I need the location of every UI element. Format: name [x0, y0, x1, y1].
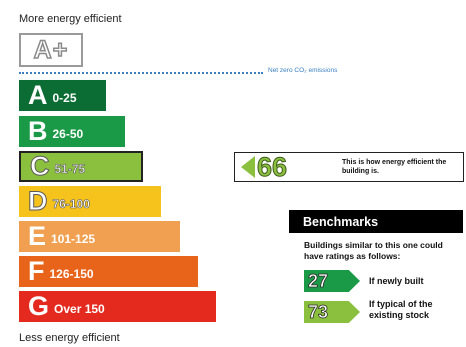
net-zero-divider — [19, 72, 263, 74]
aplus-label: A+ — [33, 35, 69, 65]
less-efficient-label: Less energy efficient — [19, 332, 120, 344]
band-letter: B — [28, 116, 48, 146]
band-letter: D — [28, 186, 48, 216]
band-b: B 26-50 — [19, 116, 125, 147]
band-g: G Over 150 — [19, 291, 216, 322]
benchmarks-description: Buildings similar to this one could have… — [304, 240, 443, 261]
benchmark-new-build-label: If newly built — [369, 276, 424, 286]
band-c: C 51-75 — [19, 151, 143, 182]
aplus-box: A+ — [19, 33, 83, 67]
net-zero-label: Net zero CO₂ emissions — [268, 67, 338, 74]
band-d: D 76-100 — [19, 186, 161, 217]
current-rating-text: This is how energy efficient the buildin… — [342, 159, 447, 175]
band-letter: E — [28, 221, 47, 251]
band-letter: C — [30, 151, 50, 181]
benchmark-typical-stock-arrow: 73 — [304, 301, 360, 323]
benchmark-typical-stock-label: If typical of the existing stock — [369, 299, 433, 320]
benchmark-new-build-arrow: 27 — [304, 270, 360, 292]
band-range: 0-25 — [52, 91, 77, 105]
band-a: A 0-25 — [19, 80, 106, 111]
band-range: 51-75 — [54, 162, 86, 177]
band-range: 126-150 — [49, 267, 94, 281]
benchmark-value: 27 — [308, 271, 329, 291]
band-range: Over 150 — [54, 302, 105, 316]
arrow-left-icon — [241, 156, 255, 178]
more-efficient-label: More energy efficient — [19, 13, 122, 25]
band-e: E 101-125 — [19, 221, 180, 252]
benchmark-value: 73 — [308, 302, 329, 322]
band-f: F 126-150 — [19, 256, 198, 287]
benchmarks-header: Benchmarks — [289, 210, 463, 233]
current-rating-indicator: 66 This is how energy efficient the buil… — [234, 152, 464, 182]
band-letter: F — [28, 256, 45, 286]
current-rating-value: 66 — [256, 152, 288, 182]
band-range: 76-100 — [52, 197, 90, 212]
band-range: 101-125 — [51, 232, 96, 246]
band-letter: A — [28, 80, 48, 110]
band-letter: G — [28, 291, 50, 321]
band-range: 26-50 — [52, 127, 84, 141]
